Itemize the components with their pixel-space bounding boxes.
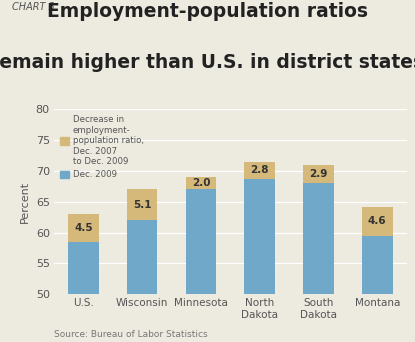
Bar: [68, 214, 99, 242]
Bar: [127, 189, 157, 220]
Bar: [127, 220, 157, 294]
Bar: [362, 236, 393, 294]
Y-axis label: Percent: Percent: [20, 181, 30, 223]
Text: remain higher than U.S. in district states: remain higher than U.S. in district stat…: [0, 53, 415, 72]
Text: 2.9: 2.9: [309, 169, 328, 179]
Text: 2.8: 2.8: [251, 166, 269, 175]
Bar: [68, 242, 99, 294]
Bar: [362, 207, 393, 236]
Text: 5.1: 5.1: [133, 199, 151, 210]
Text: 2.0: 2.0: [192, 178, 210, 188]
Bar: [186, 177, 216, 189]
Legend: Decrease in
employment-
population ratio,
Dec. 2007
to Dec. 2009, Dec. 2009: Decrease in employment- population ratio…: [58, 114, 146, 181]
Bar: [186, 189, 216, 294]
Text: Employment-population ratios: Employment-population ratios: [47, 2, 368, 21]
Text: 4.5: 4.5: [74, 223, 93, 233]
Bar: [303, 183, 334, 294]
Text: CHART 3: CHART 3: [12, 2, 55, 12]
Text: 4.6: 4.6: [368, 216, 387, 226]
Text: Source: Bureau of Labor Statistics: Source: Bureau of Labor Statistics: [54, 330, 208, 339]
Bar: [244, 162, 275, 179]
Bar: [303, 165, 334, 183]
Bar: [244, 179, 275, 294]
